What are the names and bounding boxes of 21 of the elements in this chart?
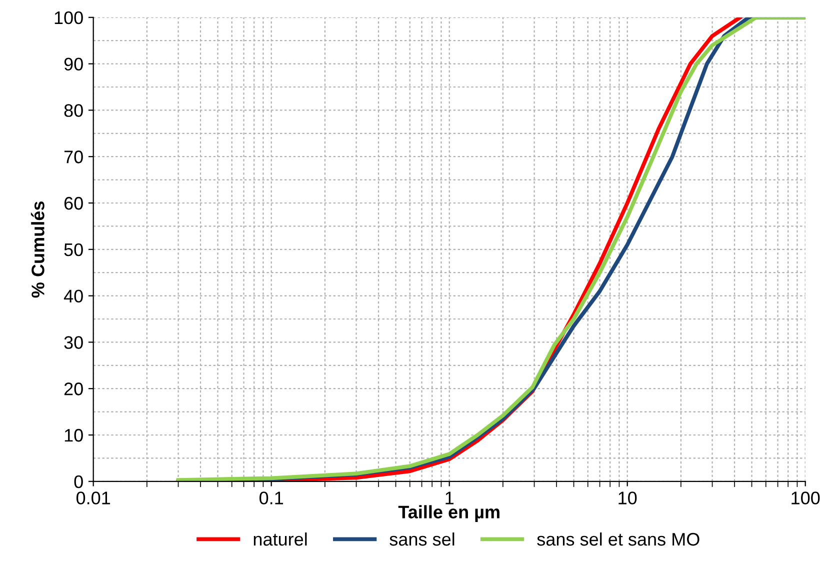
x-tick-label: 0.01 [76, 492, 110, 504]
y-tick-label: 50 [64, 243, 83, 256]
y-tick-label: 90 [64, 58, 83, 71]
y-tick-label: 30 [64, 336, 83, 349]
legend-label: sans sel [390, 532, 454, 546]
y-tick-label: 0 [74, 475, 83, 488]
y-tick-label: 100 [54, 11, 83, 24]
y-tick-label: 40 [64, 290, 83, 303]
x-tick-label: 100 [792, 492, 820, 504]
x-tick-label: 10 [618, 492, 637, 504]
y-tick-label: 80 [64, 104, 83, 117]
x-axis-title: Taille en µm [398, 505, 500, 522]
x-tick-label: 0.1 [260, 492, 284, 504]
y-tick-label: 10 [64, 428, 83, 442]
y-tick-label: 20 [64, 382, 83, 396]
y-tick-label: 70 [64, 150, 83, 164]
y-tick-label: 60 [64, 196, 83, 210]
y-axis-title: % Cumulés [30, 201, 44, 298]
legend-label: sans sel et sans MO [537, 532, 700, 546]
x-tick-label: 1 [446, 492, 454, 504]
legend-label: naturel [254, 532, 307, 546]
